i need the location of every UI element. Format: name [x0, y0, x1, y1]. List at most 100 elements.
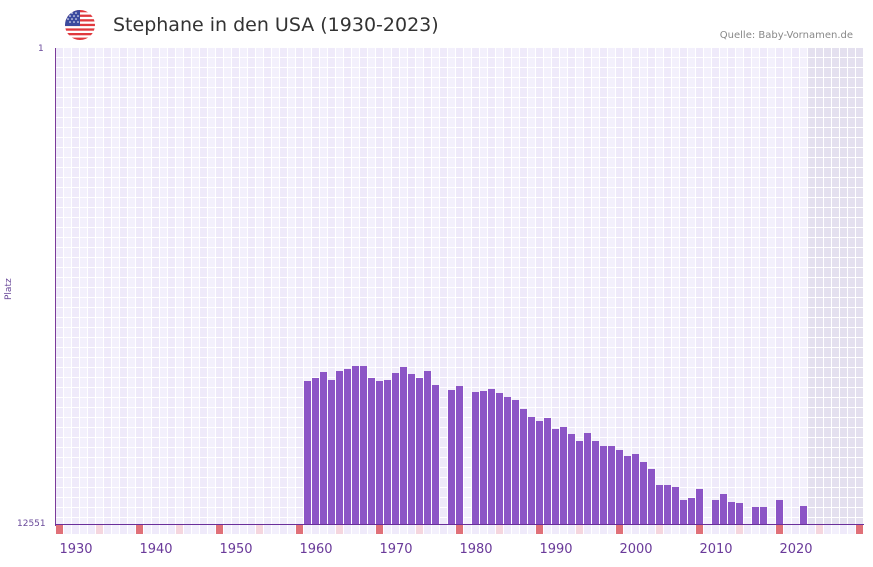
bar-1970[interactable] — [392, 373, 399, 525]
x-tick — [56, 525, 63, 534]
grid-column — [592, 48, 599, 525]
bar-1972[interactable] — [408, 374, 415, 525]
bar-1965[interactable] — [352, 366, 359, 525]
x-tick — [752, 525, 759, 534]
x-tick — [424, 525, 431, 534]
bar-1969[interactable] — [384, 380, 391, 525]
bar-1981[interactable] — [480, 391, 487, 525]
grid-column — [376, 48, 383, 525]
x-tick — [80, 525, 87, 534]
y-axis-line — [55, 48, 56, 526]
grid-column — [520, 48, 527, 525]
bar-1994[interactable] — [584, 433, 591, 525]
x-tick — [104, 525, 111, 534]
bar-1968[interactable] — [376, 381, 383, 525]
bar-1978[interactable] — [456, 386, 463, 525]
bar-1999[interactable] — [624, 456, 631, 525]
bar-2011[interactable] — [720, 494, 727, 525]
grid-column — [192, 48, 199, 525]
bar-2003[interactable] — [656, 485, 663, 525]
grid-column — [816, 48, 823, 525]
bar-2015[interactable] — [752, 507, 759, 525]
grid-column — [360, 48, 367, 525]
grid-column — [752, 48, 759, 525]
x-axis-line — [55, 524, 864, 525]
bar-2007[interactable] — [688, 498, 695, 525]
grid-row-line — [56, 277, 864, 278]
bar-1975[interactable] — [432, 385, 439, 525]
bar-1966[interactable] — [360, 366, 367, 525]
grid-row-line — [56, 377, 864, 378]
grid-column — [320, 48, 327, 525]
bar-2018[interactable] — [776, 500, 783, 525]
grid-column — [792, 48, 799, 525]
bar-1986[interactable] — [520, 409, 527, 525]
bar-2008[interactable] — [696, 489, 703, 525]
grid-column — [624, 48, 631, 525]
bar-2013[interactable] — [736, 503, 743, 525]
bar-2021[interactable] — [800, 506, 807, 525]
x-tick — [176, 525, 183, 534]
bar-1991[interactable] — [560, 427, 567, 525]
bar-1993[interactable] — [576, 441, 583, 525]
bar-1962[interactable] — [328, 380, 335, 525]
bar-1988[interactable] — [536, 421, 543, 525]
bar-1983[interactable] — [496, 393, 503, 525]
bar-1973[interactable] — [416, 378, 423, 525]
bar-1996[interactable] — [600, 446, 607, 525]
x-tick — [72, 525, 79, 534]
bar-1997[interactable] — [608, 446, 615, 525]
x-tick — [248, 525, 255, 534]
x-tick — [96, 525, 103, 534]
bar-1985[interactable] — [512, 400, 519, 525]
grid-column — [56, 48, 63, 525]
bar-2000[interactable] — [632, 454, 639, 525]
bar-1960[interactable] — [312, 378, 319, 525]
x-tick — [360, 525, 367, 534]
bar-1977[interactable] — [448, 390, 455, 525]
x-tick — [232, 525, 239, 534]
x-tick — [664, 525, 671, 534]
bar-1971[interactable] — [400, 367, 407, 525]
grid-column — [648, 48, 655, 525]
bar-2006[interactable] — [680, 500, 687, 525]
bar-1980[interactable] — [472, 392, 479, 525]
grid-row-line — [56, 147, 864, 148]
x-tick — [720, 525, 727, 534]
bar-1992[interactable] — [568, 434, 575, 525]
grid-row-line — [56, 67, 864, 68]
bar-2001[interactable] — [640, 462, 647, 525]
bar-1989[interactable] — [544, 418, 551, 525]
bar-1984[interactable] — [504, 397, 511, 525]
bar-1964[interactable] — [344, 369, 351, 525]
bar-2010[interactable] — [712, 500, 719, 525]
bar-2005[interactable] — [672, 487, 679, 525]
bar-1998[interactable] — [616, 450, 623, 525]
bar-2016[interactable] — [760, 507, 767, 525]
grid-row-line — [56, 237, 864, 238]
grid-column — [200, 48, 207, 525]
bar-1990[interactable] — [552, 429, 559, 525]
bar-1959[interactable] — [304, 381, 311, 525]
x-tick — [704, 525, 711, 534]
x-tick-label: 1930 — [59, 542, 93, 557]
bar-1967[interactable] — [368, 378, 375, 525]
bar-1974[interactable] — [424, 371, 431, 525]
grid-column — [784, 48, 791, 525]
x-tick — [288, 525, 295, 534]
bar-1987[interactable] — [528, 417, 535, 525]
bar-2004[interactable] — [664, 485, 671, 525]
bar-2002[interactable] — [648, 469, 655, 525]
bar-1963[interactable] — [336, 371, 343, 525]
grid-column — [856, 48, 863, 525]
grid-row-line — [56, 127, 864, 128]
bar-1982[interactable] — [488, 389, 495, 525]
bar-2012[interactable] — [728, 502, 735, 525]
x-tick — [536, 525, 543, 534]
bar-1961[interactable] — [320, 372, 327, 525]
bar-1995[interactable] — [592, 441, 599, 525]
grid-row-line — [56, 107, 864, 108]
grid-row-line — [56, 347, 864, 348]
grid-row-line — [56, 157, 864, 158]
x-tick — [264, 525, 271, 534]
